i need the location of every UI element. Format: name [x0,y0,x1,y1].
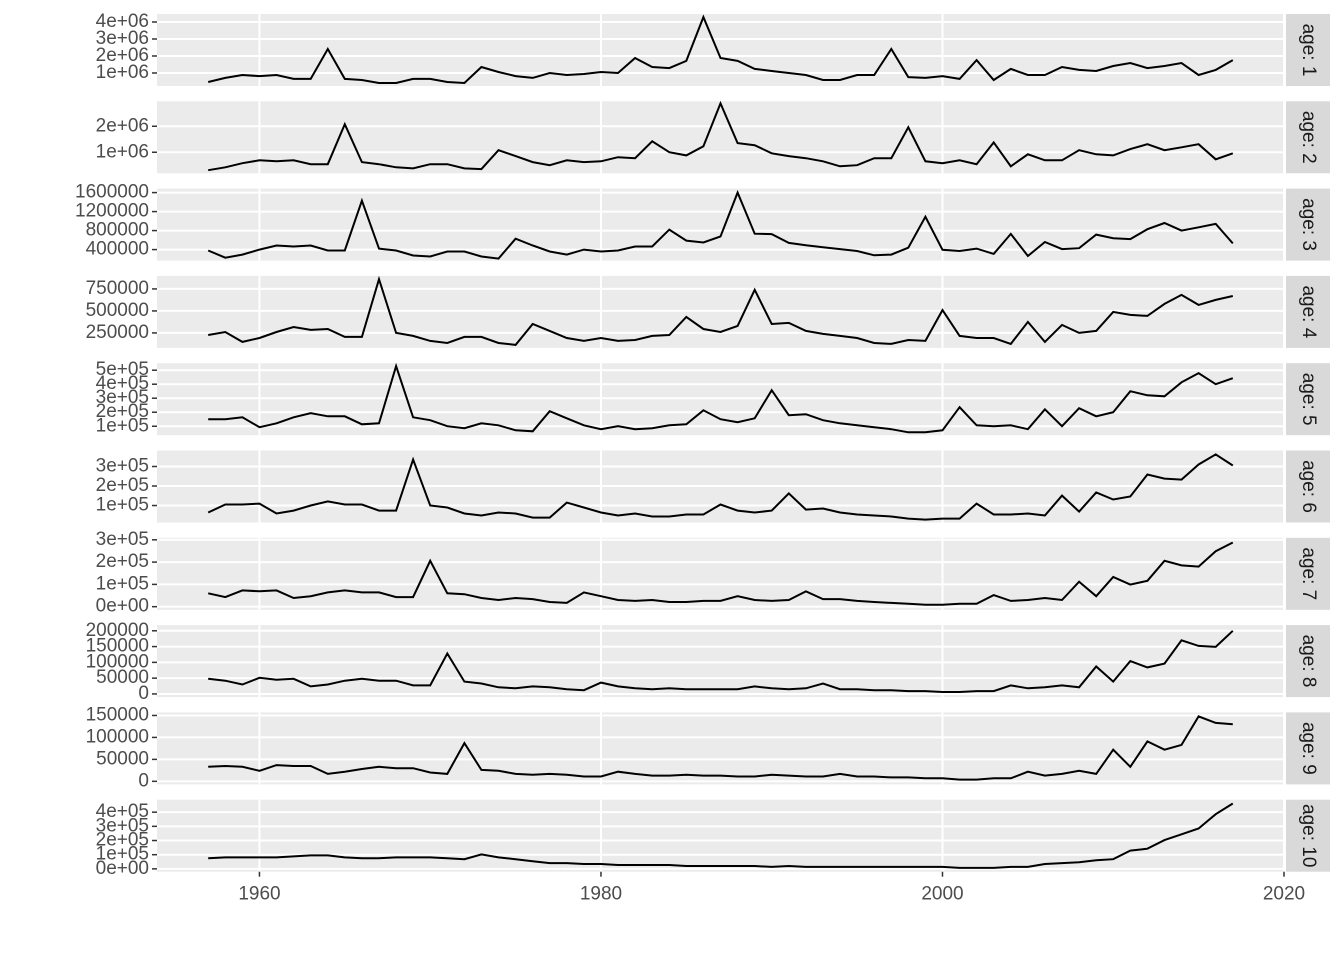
x-tick-label: 1960 [238,884,280,905]
data-line [208,630,1234,693]
y-tick-label: 1600000 [75,182,149,203]
facet-label: age: 4 [1298,285,1319,338]
facet-strip [1286,101,1330,174]
y-tick-label: 2e+06 [96,115,149,136]
y-tick-label: 100000 [86,651,149,672]
panel-background [157,14,1284,86]
facet-strip [1286,799,1330,872]
panel-background [157,625,1284,698]
y-tick-label: 4e+06 [96,11,149,32]
data-line [208,715,1233,781]
facet-label: age: 1 [1298,24,1319,77]
y-tick-label: 250000 [86,322,149,343]
y-tick-label: 4e+05 [96,373,149,394]
y-tick-label: 4e+05 [96,801,149,822]
facet-label: age: 5 [1298,373,1319,426]
y-tick-label: 3e+05 [96,815,149,836]
facet-label: age: 3 [1298,198,1319,251]
panel-background [157,101,1284,174]
y-tick-label: 2e+05 [96,551,149,572]
facet-strip [1286,14,1330,86]
y-tick-label: 2e+05 [96,401,149,422]
facet-strip [1286,625,1330,698]
y-tick-label: 2e+05 [96,475,149,496]
y-tick-label: 5e+05 [96,359,149,380]
y-tick-label: 3e+05 [96,387,149,408]
y-tick-label: 400000 [86,239,149,260]
facet-label: age: 7 [1298,547,1319,600]
y-tick-label: 1e+05 [96,844,149,865]
y-tick-label: 750000 [86,278,149,299]
panel-background [157,537,1284,610]
data-line [207,453,1234,521]
y-tick-label: 200000 [86,620,149,641]
y-tick-label: 1e+05 [96,415,149,436]
panel-background [157,799,1284,872]
facet-label: age: 6 [1298,460,1319,513]
x-tick-label: 2000 [921,884,963,905]
y-tick-label: 1e+06 [96,62,149,83]
data-line [207,541,1234,606]
data-line [208,275,1234,346]
facet-strip [1286,363,1330,436]
data-line [207,189,1234,260]
facet-strip [1286,712,1330,785]
y-tick-label: 1e+05 [96,573,149,594]
data-line [208,100,1234,172]
data-line [207,14,1234,85]
data-line [208,362,1234,434]
facet-label: age: 9 [1298,722,1319,775]
y-tick-label: 0 [138,683,149,704]
y-tick-label: 0e+00 [96,858,149,879]
y-tick-label: 2e+05 [96,830,149,851]
y-tick-label: 50000 [96,748,149,769]
data-line [208,802,1234,869]
y-tick-label: 3e+06 [96,28,149,49]
facet-strip [1286,450,1330,523]
y-tick-label: 150000 [86,704,149,725]
y-tick-label: 1e+05 [96,495,149,516]
y-tick-label: 150000 [86,636,149,657]
facet-strip [1286,537,1330,610]
y-tick-label: 100000 [86,726,149,747]
y-tick-label: 1200000 [75,201,149,222]
facet-strip [1286,188,1330,261]
facet-label: age: 8 [1298,635,1319,688]
y-tick-label: 0 [138,770,149,791]
y-tick-label: 1e+06 [96,141,149,162]
x-tick-label: 1980 [580,884,622,905]
y-tick-label: 0e+00 [96,596,149,617]
y-tick-label: 3e+05 [96,456,149,477]
facet-strip [1286,275,1330,348]
y-tick-label: 500000 [86,300,149,321]
y-tick-label: 800000 [86,220,149,241]
y-tick-label: 50000 [96,667,149,688]
y-tick-label: 3e+05 [96,529,149,550]
y-tick-label: 2e+06 [96,45,149,66]
x-tick-label: 2020 [1263,884,1305,905]
facet-label: age: 2 [1298,111,1319,164]
facet-label: age: 10 [1298,804,1319,867]
